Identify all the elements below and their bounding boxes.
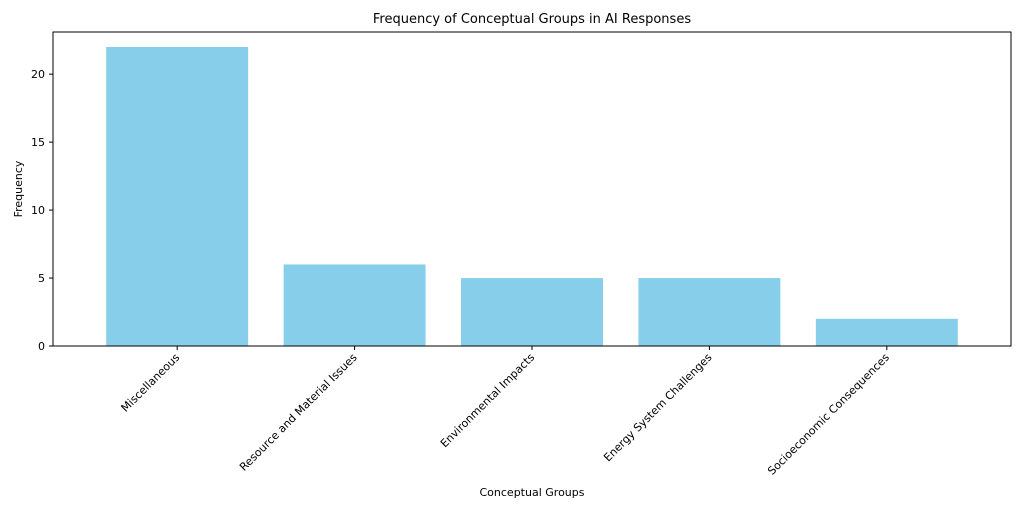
y-axis-ticks: 0 5 10 15 20 [31,68,53,353]
bar [106,46,249,346]
y-axis-label: Frequency [12,160,25,217]
y-tick-label: 20 [31,68,45,81]
y-tick-label: 5 [38,272,45,285]
bar [638,278,781,346]
y-tick-label: 10 [31,204,45,217]
x-tick-label: Energy System Challenges [601,351,715,465]
bar [461,278,603,346]
bar [815,318,958,346]
y-tick-label: 0 [38,340,45,353]
x-tick-label: Miscellaneous [119,351,183,415]
chart-title: Frequency of Conceptual Groups in AI Res… [373,12,691,27]
x-tick-label: Environmental Impacts [438,351,537,450]
x-axis-ticks: Miscellaneous Resource and Material Issue… [119,346,892,478]
bars-group [106,46,958,346]
bar [283,264,426,346]
x-tick-label: Resource and Material Issues [237,351,360,474]
x-axis-label: Conceptual Groups [480,486,585,499]
x-tick-label: Socioeconomic Consequences [765,351,892,478]
y-tick-label: 15 [31,136,45,149]
